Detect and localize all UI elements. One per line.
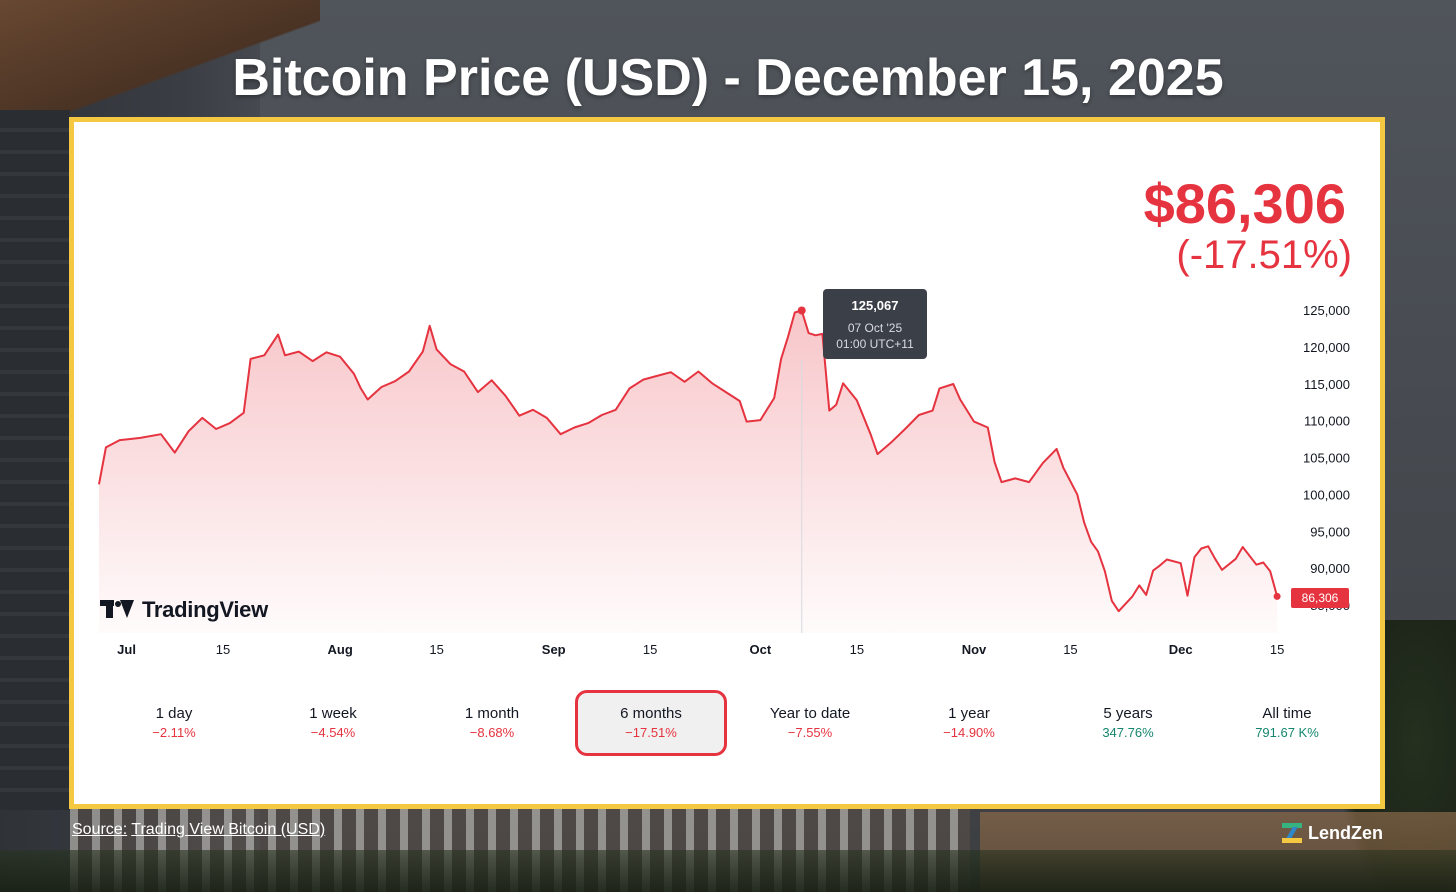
period-5-years[interactable]: 5 years 347.76%	[1102, 705, 1154, 740]
source-prefix: Source:	[72, 821, 128, 838]
y-tick-label: 125,000	[1303, 303, 1350, 318]
y-tick-label: 95,000	[1310, 524, 1350, 539]
x-tick-label: 15	[429, 642, 443, 657]
tradingview-wordmark: TradingView	[142, 597, 268, 622]
y-tick-label: 110,000	[1304, 414, 1350, 429]
period-1-year[interactable]: 1 year −14.90%	[943, 705, 995, 740]
period-6-months[interactable]: 6 months −17.51%	[575, 690, 727, 756]
highlight-point	[797, 306, 806, 315]
source-credit: Source: Trading View Bitcoin (USD)	[72, 821, 325, 839]
price-tooltip: 125,067 07 Oct '25 01:00 UTC+11	[823, 289, 927, 359]
brand-name: LendZen	[1308, 822, 1383, 843]
price-area-fill	[99, 310, 1278, 633]
period-1-day[interactable]: 1 day −2.11%	[152, 705, 196, 740]
tradingview-logo: TradingView	[100, 596, 268, 624]
roof-shape	[0, 0, 320, 120]
lendzen-icon	[1282, 823, 1302, 843]
x-tick-label: Dec	[1169, 642, 1193, 657]
period-change: (-17.51%)	[1176, 233, 1352, 277]
tooltip-value: 125,067	[851, 298, 899, 313]
price-line	[98, 309, 1279, 613]
shrubs-shape	[0, 850, 1456, 892]
tooltip-date: 07 Oct '25	[847, 321, 903, 335]
x-tick-label: Nov	[962, 642, 987, 657]
last-price-point	[1273, 592, 1281, 600]
x-tick-label: 15	[643, 642, 657, 657]
y-tick-label: 100,000	[1303, 487, 1350, 502]
x-tick-label: Aug	[327, 642, 352, 657]
x-tick-label: Sep	[542, 642, 566, 657]
period-1-week[interactable]: 1 week −4.54%	[309, 705, 357, 740]
period-year-to-date[interactable]: Year to date −7.55%	[769, 705, 851, 740]
x-tick-label: 15	[216, 642, 230, 657]
x-tick-label: Jul	[117, 642, 136, 657]
source-link[interactable]: Trading View Bitcoin (USD)	[131, 821, 326, 838]
house-siding	[0, 110, 70, 810]
period-all-time[interactable]: All time 791.67 K%	[1255, 705, 1319, 740]
page-title: Bitcoin Price (USD) - December 15, 2025	[232, 49, 1224, 107]
last-price-badge: 86,306	[1291, 588, 1349, 608]
y-tick-label: 115,000	[1304, 377, 1350, 392]
period-selector: 1 day −2.11% 1 week −4.54% 1 month −8.68…	[96, 690, 1368, 756]
tooltip-time: 01:00 UTC+11	[836, 337, 914, 351]
y-tick-label: 90,000	[1310, 561, 1350, 576]
x-tick-label: 15	[850, 642, 864, 657]
period-1-month[interactable]: 1 month −8.68%	[464, 705, 520, 740]
lendzen-logo: LendZen	[1282, 820, 1383, 846]
x-tick-label: 15	[1063, 642, 1077, 657]
x-tick-label: Oct	[750, 642, 772, 657]
y-tick-label: 120,000	[1303, 340, 1350, 355]
y-tick-label: 105,000	[1303, 451, 1350, 466]
x-tick-label: 15	[1270, 642, 1284, 657]
current-price: $86,306	[1143, 172, 1346, 235]
tradingview-icon	[100, 600, 134, 620]
